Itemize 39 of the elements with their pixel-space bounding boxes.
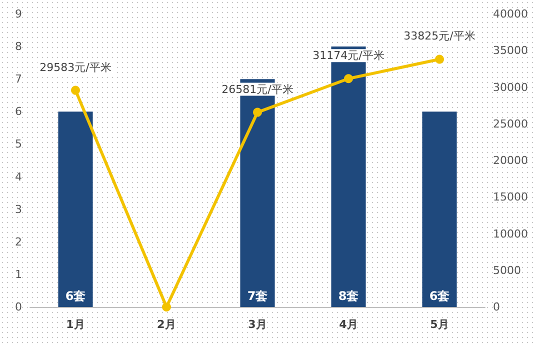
y2-tick-label: 0: [493, 300, 500, 314]
data-label: 33825元/平米: [404, 30, 476, 43]
y-tick-label: 9: [15, 8, 22, 20]
y-tick-label: 1: [15, 268, 22, 281]
y-tick-label: 4: [15, 170, 22, 184]
y2-tick-label: 25000: [493, 117, 528, 130]
x-tick-label: 2月: [157, 318, 176, 331]
point: [162, 302, 171, 312]
y-tick-label: 3: [15, 202, 22, 216]
y-tick-label: 6: [15, 105, 22, 118]
x-tick-label: 4月: [339, 318, 358, 331]
y-tick-label: 0: [15, 300, 22, 314]
point: [435, 54, 444, 64]
x-tick-label: 3月: [248, 318, 267, 331]
data-label: 29583元/平米: [40, 60, 112, 74]
y-tick-label: 5: [15, 138, 22, 151]
y2-tick-label: 5000: [493, 264, 521, 277]
y2-tick-label: 40000: [493, 8, 528, 20]
x-tick-label: 1月: [66, 318, 85, 331]
y2-tick-label: 20000: [493, 154, 528, 167]
y-tick-label: 8: [15, 40, 22, 54]
data-label: 31174元/平米: [312, 49, 384, 62]
bar: [58, 112, 93, 307]
y2-tick-label: 15000: [493, 190, 528, 204]
y2-tick-label: 30000: [493, 80, 528, 94]
bar: [422, 112, 457, 307]
point: [344, 74, 353, 84]
data-label: 7套: [247, 289, 268, 303]
data-label: 26581元/平米: [222, 82, 294, 96]
y-tick-label: 7: [15, 72, 22, 86]
point: [71, 86, 80, 95]
point: [253, 108, 262, 117]
y2-tick-label: 10000: [493, 227, 528, 240]
y-tick-label: 2: [15, 235, 22, 248]
y2-tick-label: 35000: [493, 44, 528, 58]
data-label: 6套: [429, 289, 450, 303]
data-label: 8套: [338, 289, 359, 303]
data-label: 6套: [65, 289, 86, 303]
x-tick-label: 5月: [430, 318, 449, 331]
